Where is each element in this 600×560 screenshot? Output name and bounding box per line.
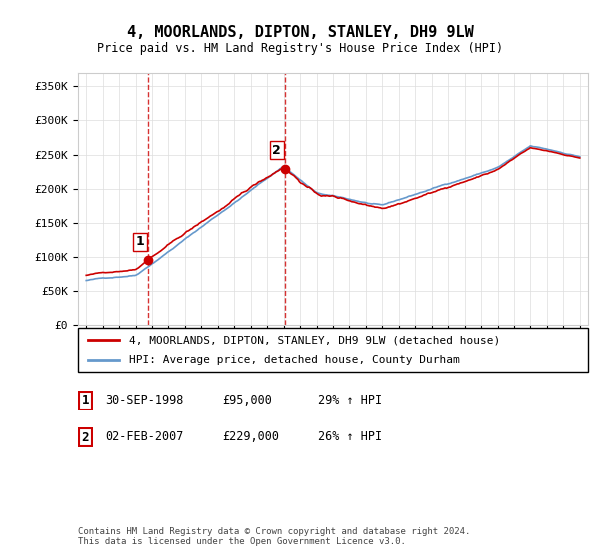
Text: 2: 2 [82,431,89,444]
Text: 2: 2 [272,144,281,157]
FancyBboxPatch shape [79,392,92,409]
Text: 1: 1 [136,235,144,248]
Text: Contains HM Land Registry data © Crown copyright and database right 2024.
This d: Contains HM Land Registry data © Crown c… [78,526,470,546]
Text: 4, MOORLANDS, DIPTON, STANLEY, DH9 9LW (detached house): 4, MOORLANDS, DIPTON, STANLEY, DH9 9LW (… [129,335,500,345]
Text: Price paid vs. HM Land Registry's House Price Index (HPI): Price paid vs. HM Land Registry's House … [97,42,503,55]
Text: 02-FEB-2007: 02-FEB-2007 [105,430,184,444]
Text: £95,000: £95,000 [222,394,272,407]
Text: £229,000: £229,000 [222,430,279,444]
Text: 1: 1 [82,394,89,407]
FancyBboxPatch shape [79,428,92,446]
Text: 4, MOORLANDS, DIPTON, STANLEY, DH9 9LW: 4, MOORLANDS, DIPTON, STANLEY, DH9 9LW [127,25,473,40]
FancyBboxPatch shape [78,328,588,372]
Text: 29% ↑ HPI: 29% ↑ HPI [318,394,382,407]
Text: 26% ↑ HPI: 26% ↑ HPI [318,430,382,444]
Text: 30-SEP-1998: 30-SEP-1998 [105,394,184,407]
Text: HPI: Average price, detached house, County Durham: HPI: Average price, detached house, Coun… [129,355,460,365]
